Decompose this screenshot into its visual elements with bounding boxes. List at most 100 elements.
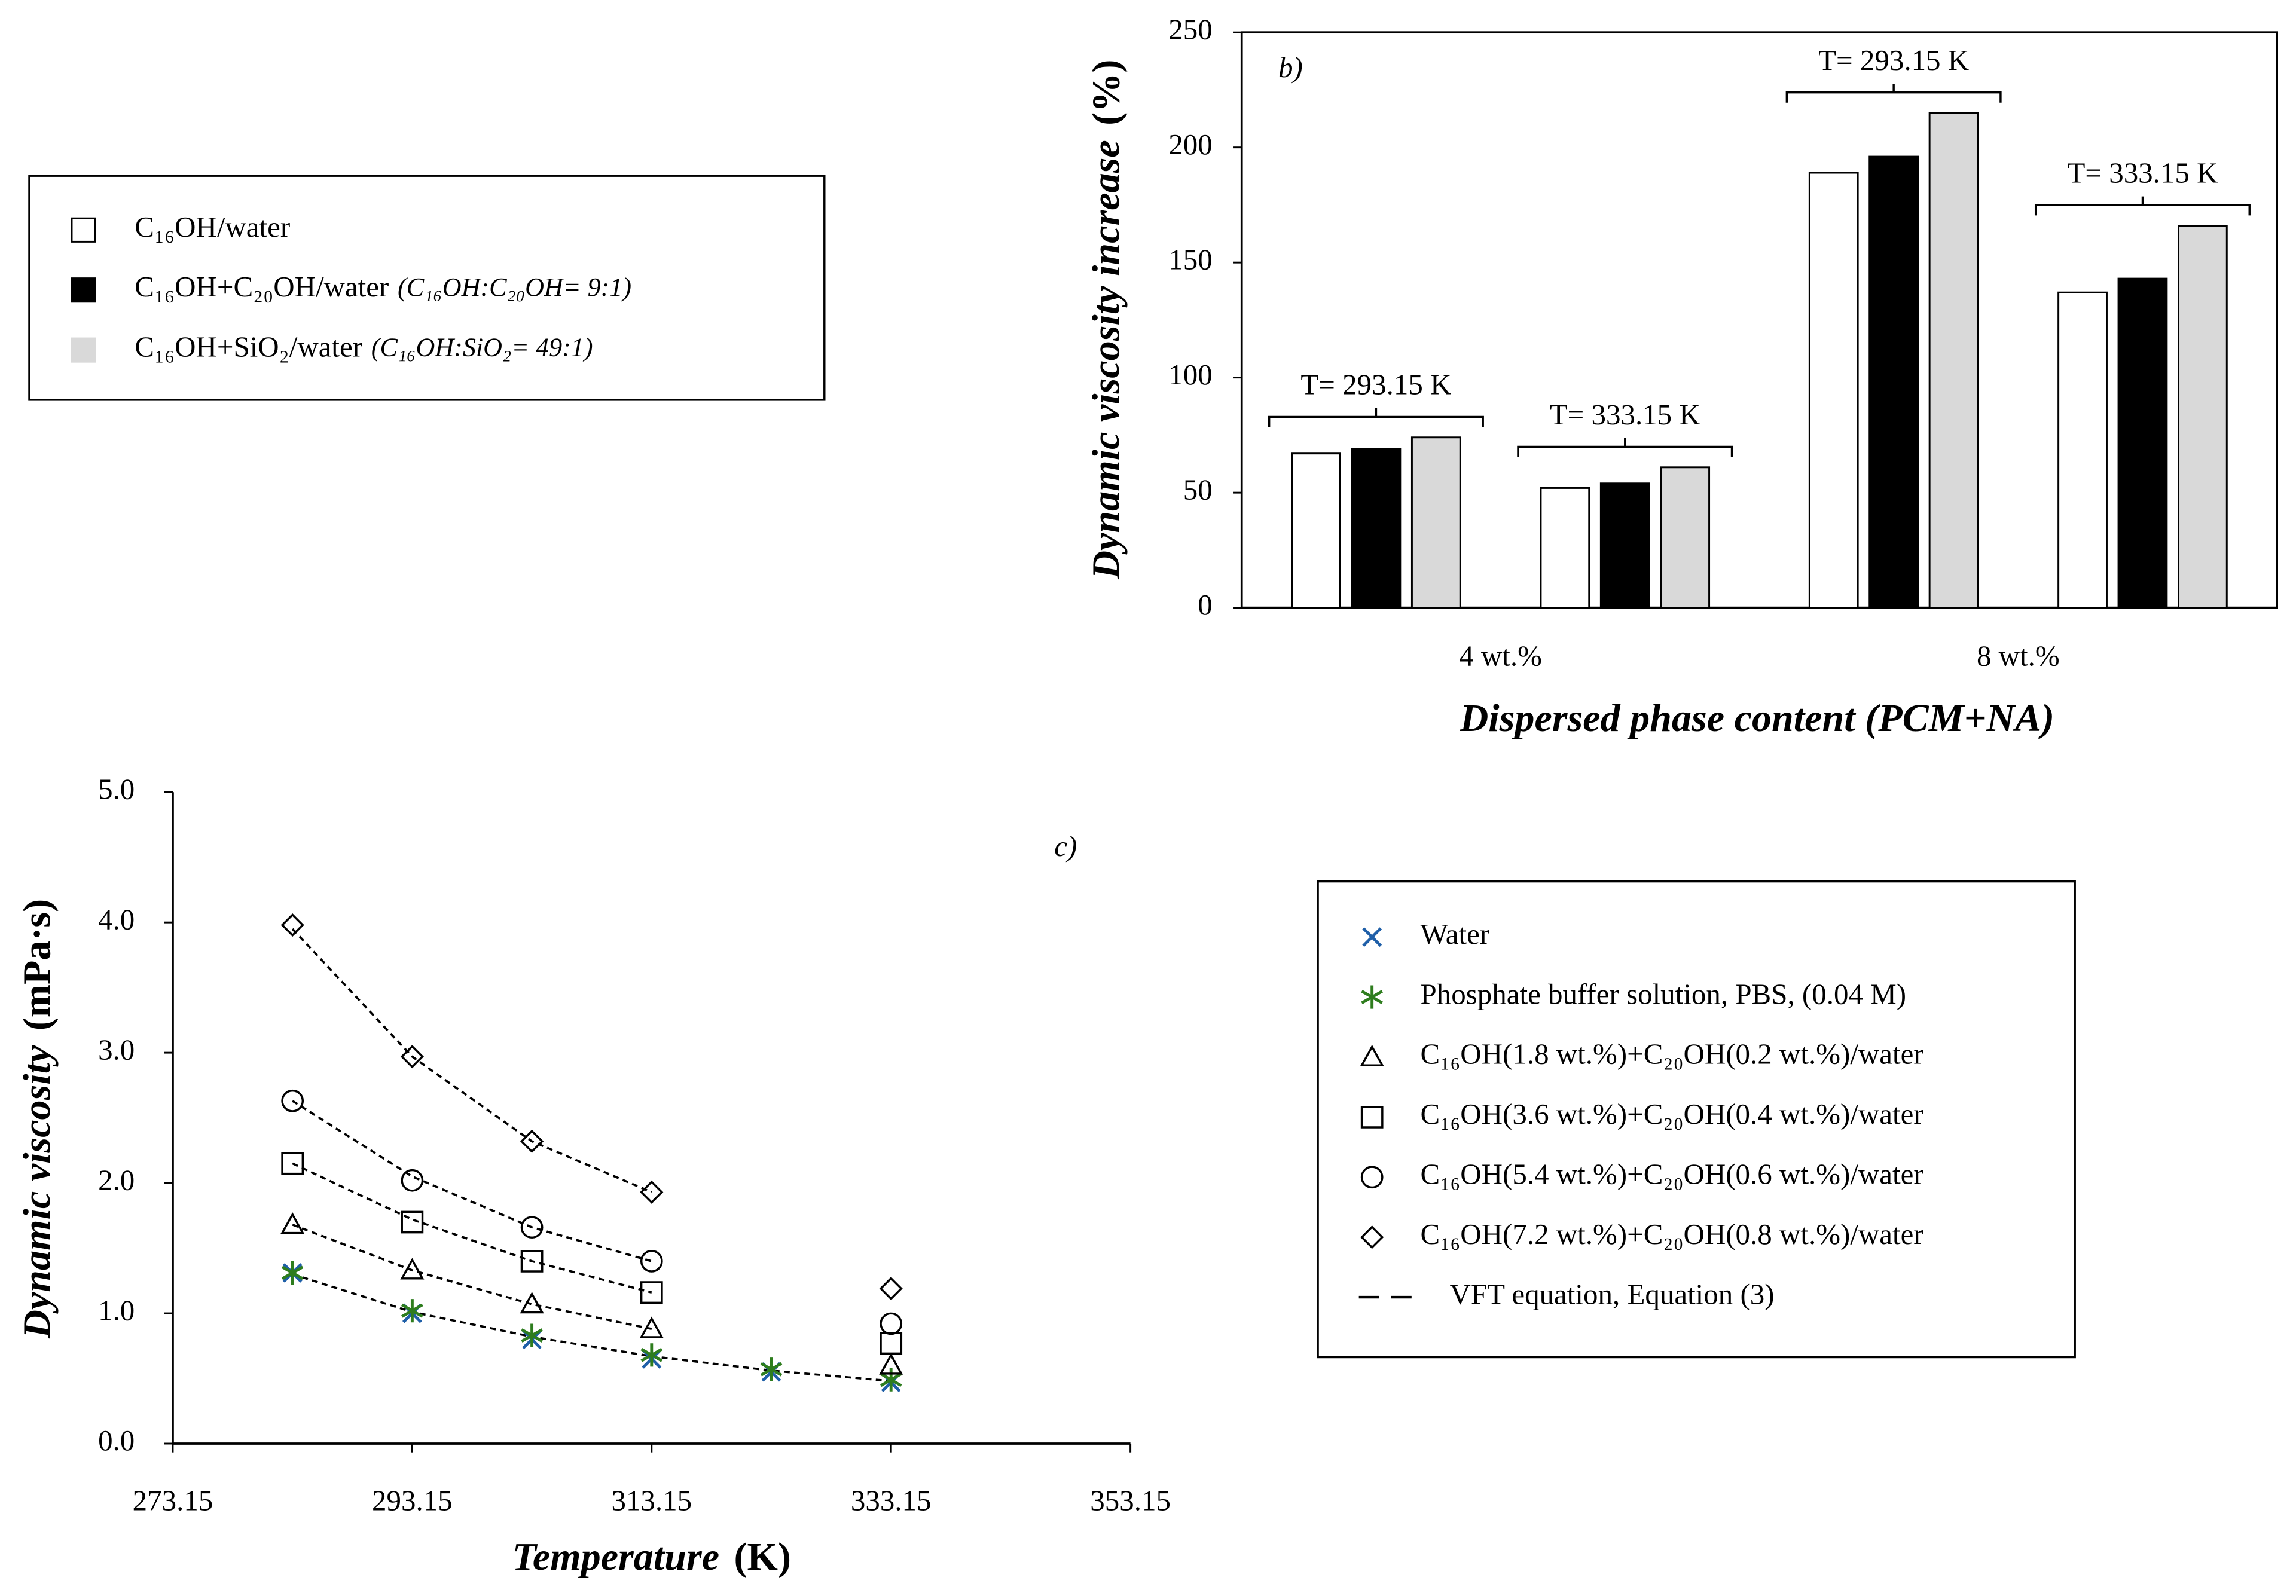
point xyxy=(400,1045,424,1069)
legend-swatch xyxy=(71,277,96,303)
point xyxy=(281,1089,304,1112)
bar xyxy=(1599,482,1650,609)
bracket-label: T= 333.15 K xyxy=(2067,157,2218,189)
y-tick-label: 150 xyxy=(1168,243,1212,276)
bar xyxy=(2117,277,2168,609)
vft-curve xyxy=(292,1162,652,1294)
legend-ratio: (C₁₆OH:C₂₀OH= 9:1) xyxy=(398,273,631,302)
y-tick-label: 0.0 xyxy=(98,1424,135,1457)
point xyxy=(520,1250,544,1273)
x-tick-label: 293.15 xyxy=(372,1484,453,1517)
bar xyxy=(2057,291,2108,609)
point xyxy=(879,1277,903,1301)
point xyxy=(280,913,304,937)
y-axis-title-text: Dynamic viscosity increase xyxy=(1084,140,1128,579)
x-tick-label: 313.15 xyxy=(611,1484,692,1517)
x-group-label: 4 wt.% xyxy=(1459,640,1542,672)
bar xyxy=(1540,487,1590,609)
bracket-label: T= 293.15 K xyxy=(1300,368,1451,401)
legend-marker xyxy=(1361,985,1384,1009)
y-tick-label: 250 xyxy=(1168,13,1212,45)
point xyxy=(281,1261,304,1285)
legend-entry: C₁₆OH+SiO₂/water (C₁₆OH:SiO₂= 49:1) xyxy=(135,331,593,363)
legend-marker xyxy=(1360,1166,1384,1189)
bar xyxy=(1808,172,1859,609)
point xyxy=(760,1357,783,1381)
y-tick-label: 1.0 xyxy=(98,1294,135,1326)
y-axis-title-text: Dynamic viscosity xyxy=(16,1045,59,1339)
legend-marker xyxy=(1360,1106,1384,1129)
y-axis-title: Dynamic viscosity increase (%) xyxy=(1084,60,1128,580)
bracket-label: T= 293.15 K xyxy=(1818,44,1969,77)
point xyxy=(520,1292,544,1314)
plot-frame xyxy=(1240,31,2278,609)
legend-box xyxy=(28,175,826,401)
y-tick-label: 3.0 xyxy=(98,1033,135,1066)
legend-swatch xyxy=(71,337,96,363)
point xyxy=(281,1152,304,1175)
bracket xyxy=(2034,196,2251,216)
bracket-label: T= 333.15 K xyxy=(1550,398,1700,431)
y-tick-label: 100 xyxy=(1168,358,1212,391)
y-tick-label: 4.0 xyxy=(98,903,135,935)
vft-curve xyxy=(292,1273,891,1383)
legend-marker xyxy=(1360,1225,1384,1249)
vft-curve xyxy=(292,1100,652,1262)
point xyxy=(521,1323,543,1347)
point xyxy=(640,1281,663,1304)
bracket xyxy=(1517,438,1733,457)
legend-entry: C₁₆OH/water xyxy=(135,210,290,243)
y-tick-label: 200 xyxy=(1168,128,1212,161)
y-axis-title-unit: (%) xyxy=(1084,60,1128,126)
bracket xyxy=(1785,83,2002,103)
legend-entry: Water xyxy=(1421,918,1490,950)
x-tick-label: 333.15 xyxy=(851,1484,932,1517)
legend-name: C₁₆OH+SiO₂/water xyxy=(135,331,362,363)
point xyxy=(401,1299,423,1323)
panel-label: b) xyxy=(1278,51,1303,84)
point xyxy=(520,1216,544,1239)
legend-entry: C₁₆OH+C₂₀OH/water (C₁₆OH:C₂₀OH= 9:1) xyxy=(135,270,631,303)
legend-entry: VFT equation, Equation (3) xyxy=(1449,1277,1774,1310)
vft-curve xyxy=(292,1224,652,1330)
legend-name: C₁₆OH/water xyxy=(135,210,290,243)
bar xyxy=(1928,112,1979,609)
x-group-label: 8 wt.% xyxy=(1977,640,2060,672)
point xyxy=(639,1316,664,1338)
point xyxy=(880,1312,903,1335)
point xyxy=(640,1343,663,1367)
legend-marker xyxy=(1360,1044,1384,1066)
y-tick-label: 5.0 xyxy=(98,772,135,805)
x-tick-label: 273.15 xyxy=(133,1484,213,1517)
legend-name: C₁₆OH+C₂₀OH/water xyxy=(135,270,389,303)
bar xyxy=(1868,155,1919,609)
x-axis-title: Temperature (K) xyxy=(512,1535,791,1579)
vft-curve xyxy=(291,928,652,1194)
point xyxy=(401,1210,424,1234)
point xyxy=(640,1180,664,1204)
point xyxy=(879,1353,903,1375)
x-axis-title-unit: (K) xyxy=(734,1535,791,1579)
point xyxy=(401,1169,424,1192)
x-axis-title-text: Temperature xyxy=(512,1535,719,1579)
legend-entry: C₁₆OH(5.4 wt.%)+C₂₀OH(0.6 wt.%)/water xyxy=(1421,1158,1923,1191)
point xyxy=(880,1368,902,1392)
y-tick-label: 2.0 xyxy=(98,1163,135,1196)
point xyxy=(520,1129,544,1153)
y-tick-label: 50 xyxy=(1183,473,1213,506)
y-axis-title: Dynamic viscosity (mPa·s) xyxy=(16,899,59,1339)
point xyxy=(280,1212,305,1234)
legend-swatch xyxy=(71,217,96,243)
legend-entry: C₁₆OH(1.8 wt.%)+C₂₀OH(0.2 wt.%)/water xyxy=(1421,1038,1923,1071)
legend-ratio: (C₁₆OH:SiO₂= 49:1) xyxy=(371,333,593,362)
y-tick-label: 0 xyxy=(1198,588,1212,621)
legend-entry: C₁₆OH(7.2 wt.%)+C₂₀OH(0.8 wt.%)/water xyxy=(1421,1218,1923,1250)
bar xyxy=(2178,225,2228,609)
legend-marker xyxy=(1362,927,1382,947)
y-axis-title-unit: (mPa·s) xyxy=(16,899,59,1031)
bracket xyxy=(1268,408,1484,427)
bar xyxy=(1660,466,1711,609)
point xyxy=(640,1250,663,1273)
x-axis-title: Dispersed phase content (PCM+NA) xyxy=(1460,696,2054,740)
legend-box xyxy=(1317,880,2076,1359)
